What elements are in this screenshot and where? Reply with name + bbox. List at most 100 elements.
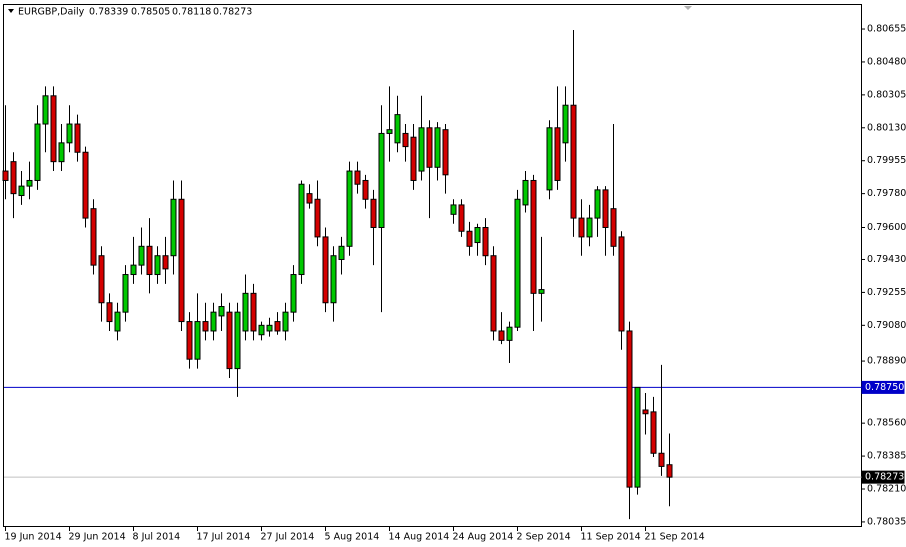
candle-body: [498, 330, 505, 341]
x-tick-label: 27 Jul 2014: [261, 532, 315, 543]
candle-body: [226, 311, 233, 370]
candle-body: [402, 132, 409, 148]
candle-body: [466, 230, 473, 247]
candle-body: [642, 409, 649, 415]
candle-body: [570, 104, 577, 219]
candle-body: [98, 255, 105, 304]
candle-body: [586, 217, 593, 238]
candle-body: [658, 452, 665, 467]
x-tick-label: 24 Aug 2014: [453, 532, 514, 543]
candle-body: [370, 198, 377, 228]
y-tick-label: 0.78560: [867, 418, 906, 429]
price-tag-label: 0.78750: [865, 382, 904, 393]
price-tag: [861, 470, 905, 484]
candle-body: [242, 292, 249, 332]
candle-body: [522, 179, 529, 206]
price-tag-label: 0.78273: [865, 472, 904, 483]
candle-body: [178, 198, 185, 323]
y-tick-label: 0.80305: [867, 89, 906, 100]
x-tick-label: 21 Sep 2014: [645, 532, 705, 543]
candle-body: [114, 311, 121, 332]
y-tick-label: 0.78890: [867, 356, 906, 367]
candle-body: [418, 127, 425, 172]
candle-body: [650, 411, 657, 454]
candle-body: [514, 198, 521, 328]
y-tick-label: 0.80480: [867, 56, 906, 67]
x-tick-label: 29 Jun 2014: [69, 532, 126, 543]
candle-body: [258, 324, 265, 336]
candle-body: [218, 306, 225, 317]
y-tick-label: 0.79430: [867, 254, 906, 265]
candle-body: [82, 151, 89, 219]
y-tick-label: 0.80655: [867, 24, 906, 35]
candle-body: [610, 208, 617, 247]
candle-body: [170, 198, 177, 257]
candle-body: [130, 264, 137, 276]
candle-body: [546, 127, 553, 191]
candle-body: [602, 189, 609, 228]
x-tick-label: 8 Jul 2014: [133, 532, 181, 543]
candle-body: [338, 245, 345, 260]
candle-body: [266, 324, 273, 332]
candle-body: [186, 321, 193, 360]
candle-body: [506, 326, 513, 341]
candle-body: [106, 302, 113, 323]
candle-body: [362, 179, 369, 200]
candle-body: [202, 321, 209, 332]
candle-body: [378, 132, 385, 228]
candle-body: [394, 114, 401, 144]
candle-body: [282, 311, 289, 332]
candle-body: [290, 274, 297, 313]
candle-body: [594, 189, 601, 219]
candle-body: [346, 170, 353, 247]
candle-body: [634, 386, 641, 488]
candle-body: [410, 136, 417, 181]
candle-body: [34, 123, 41, 181]
candle-body: [306, 193, 313, 204]
candle-body: [250, 292, 257, 332]
y-tick-label: 0.78385: [867, 451, 906, 462]
candle-body: [490, 255, 497, 332]
x-tick-label: 11 Sep 2014: [581, 532, 641, 543]
candle-body: [42, 95, 49, 125]
candle-body: [26, 179, 33, 187]
y-tick-label: 0.79600: [867, 222, 906, 233]
price-tag: [861, 380, 905, 394]
candle-body: [234, 311, 241, 370]
candle-body: [122, 274, 129, 313]
plot-frame: [3, 4, 862, 527]
ohlc-open: 0.78339: [89, 7, 128, 18]
candle-body: [426, 127, 433, 168]
scroll-marker: [684, 6, 692, 10]
ohlc-high: 0.78505: [131, 7, 170, 18]
candle-body: [2, 170, 9, 181]
y-tick-label: 0.79080: [867, 320, 906, 331]
candle-body: [18, 185, 25, 197]
candle-body: [554, 127, 561, 181]
chart-title: EURGBP,Daily: [18, 7, 85, 18]
candle-body: [578, 217, 585, 238]
candle-body: [434, 127, 441, 168]
candle-body: [138, 245, 145, 266]
candle-body: [10, 161, 17, 195]
candle-body: [322, 236, 329, 304]
candle-body: [450, 204, 457, 215]
candle-body: [562, 104, 569, 144]
candle-body: [66, 123, 73, 144]
ohlc-low: 0.78118: [172, 7, 211, 18]
candle-body: [386, 129, 393, 134]
candle-body: [194, 321, 201, 360]
y-tick-label: 0.78035: [867, 516, 906, 527]
candle-body: [298, 183, 305, 276]
y-tick-label: 0.79255: [867, 287, 906, 298]
candle-body: [162, 255, 169, 270]
menu-arrow[interactable]: [8, 9, 14, 13]
candle-body: [666, 464, 673, 478]
candle-body: [530, 179, 537, 294]
y-tick-label: 0.80130: [867, 122, 906, 133]
y-tick-label: 0.79955: [867, 155, 906, 166]
candle-body: [354, 170, 361, 185]
candle-body: [458, 204, 465, 232]
x-tick-label: 5 Aug 2014: [325, 532, 380, 543]
